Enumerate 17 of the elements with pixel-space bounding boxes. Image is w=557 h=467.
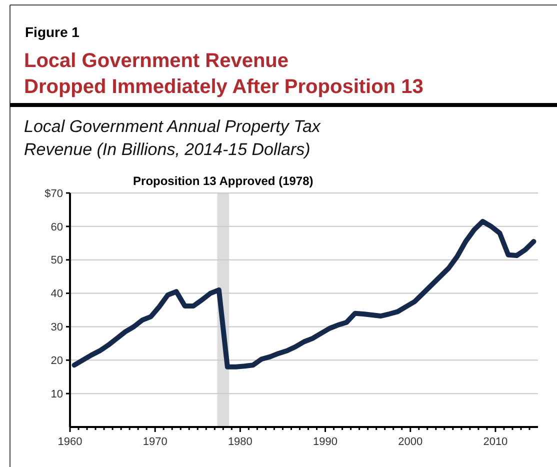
y-tick-label: 20: [50, 354, 63, 367]
x-tick-label: 1980: [228, 436, 252, 448]
chart-subtitle: Local Government Annual Property Tax Revenue (In Billions, 2014-15 Dollars): [24, 117, 321, 159]
band-label: Proposition 13 Approved (1978): [133, 174, 314, 188]
y-tick-label: 60: [50, 221, 63, 234]
caption: Figure 1: [25, 24, 80, 40]
x-tick-label: 2000: [398, 436, 423, 448]
x-tick-label: 1970: [142, 436, 168, 448]
x-tick-label: 1990: [313, 436, 338, 448]
x-tick-label: 2010: [483, 436, 508, 448]
chart-title: Local Government Revenue Dropped Immediately After Proposition 13: [24, 50, 424, 98]
y-tick-label: 50: [50, 254, 63, 267]
y-tick-label: $70: [44, 188, 63, 200]
x-tick-label: 1960: [58, 436, 82, 448]
y-tick-label: 40: [50, 288, 63, 300]
y-tick-label: 10: [50, 388, 63, 400]
y-tick-label: 30: [50, 322, 63, 334]
